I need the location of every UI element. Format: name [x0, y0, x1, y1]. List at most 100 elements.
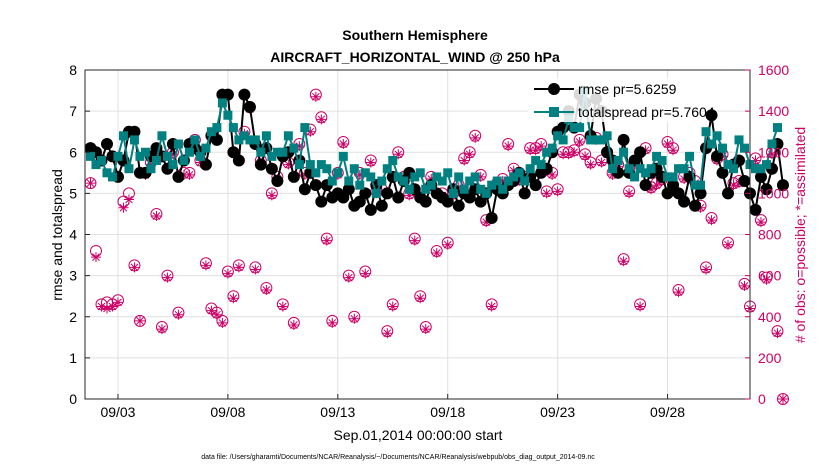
spread-point	[690, 180, 700, 190]
spread-point	[283, 131, 293, 141]
spread-point	[443, 168, 453, 178]
spread-point	[481, 188, 491, 198]
obs-assimilated-point	[772, 328, 783, 339]
legend-spread-marker	[549, 107, 559, 117]
rmse-point	[199, 158, 212, 171]
obs-possible-point	[776, 393, 789, 405]
obs-assimilated-point	[431, 248, 442, 259]
spread-point	[195, 151, 205, 161]
spread-point	[641, 168, 651, 178]
obs-assimilated-point	[173, 309, 184, 320]
x-tick-label: 09/23	[540, 404, 575, 420]
obs-assimilated-point	[261, 285, 272, 296]
obs-assimilated-point	[563, 149, 574, 160]
obs-assimilated-point	[723, 239, 734, 250]
spread-point	[355, 180, 365, 190]
spread-point	[668, 172, 678, 182]
obs-assimilated-point	[777, 394, 788, 404]
obs-assimilated-point	[673, 287, 684, 298]
rmse-point	[309, 179, 322, 192]
obs-assimilated-point	[151, 210, 162, 221]
spread-point	[575, 123, 585, 133]
spread-point	[542, 147, 552, 157]
spread-point	[404, 184, 414, 194]
obs-assimilated-point	[162, 272, 173, 283]
obs-assimilated-point	[250, 264, 261, 275]
obs-assimilated-point	[525, 145, 536, 156]
obs-assimilated-point	[459, 155, 470, 166]
spread-point	[701, 127, 711, 137]
obs-assimilated-point	[486, 301, 497, 312]
rmse-point	[776, 179, 789, 192]
spread-point	[184, 147, 194, 157]
obs-assimilated-point	[662, 139, 673, 150]
spread-point	[761, 160, 771, 170]
spread-point	[261, 131, 271, 141]
y-axis-left-label: rmse and totalspread	[49, 169, 65, 301]
y-right-tick-label: 1200	[758, 144, 789, 160]
spread-point	[393, 172, 403, 182]
spread-point	[107, 172, 117, 182]
obs-assimilated-point	[613, 161, 624, 172]
spread-point	[597, 135, 607, 145]
obs-assimilated-point	[283, 159, 294, 170]
spread-point	[234, 135, 244, 145]
obs-assimilated-point	[530, 145, 541, 156]
obs-assimilated-point	[706, 215, 717, 226]
spread-point	[707, 139, 717, 149]
spread-point	[91, 160, 101, 170]
rmse-point	[738, 175, 751, 188]
spread-point	[250, 135, 260, 145]
spread-point	[448, 188, 458, 198]
y-left-tick-label: 4	[69, 227, 77, 243]
obs-assimilated-point	[750, 155, 761, 166]
spread-point	[415, 168, 425, 178]
spread-point	[437, 176, 447, 186]
obs-assimilated-point	[206, 305, 217, 316]
obs-assimilated-point	[558, 149, 569, 160]
y-left-tick-label: 6	[69, 144, 77, 160]
obs-assimilated-point	[101, 303, 112, 314]
obs-assimilated-point	[470, 132, 481, 143]
spread-point	[558, 135, 568, 145]
obs-assimilated-point	[354, 169, 365, 180]
spread-point	[750, 164, 760, 174]
spread-point	[514, 168, 524, 178]
y-right-tick-label: 1000	[758, 185, 789, 201]
spread-point	[772, 123, 782, 133]
spread-point	[723, 160, 733, 170]
spread-point	[272, 147, 282, 157]
obs-assimilated-point	[393, 149, 404, 160]
rmse-point	[375, 199, 388, 212]
spread-point	[206, 127, 216, 137]
spread-point	[228, 123, 238, 133]
spread-point	[179, 155, 189, 165]
spread-point	[316, 160, 326, 170]
rmse-point	[238, 88, 251, 101]
obs-assimilated-point	[277, 301, 288, 312]
spread-point	[267, 151, 277, 161]
y-left-tick-label: 7	[69, 103, 77, 119]
obs-assimilated-point	[701, 264, 712, 275]
rmse-point	[529, 179, 542, 192]
rmse-point	[243, 101, 256, 114]
spread-point	[547, 143, 557, 153]
obs-assimilated-point	[761, 274, 772, 285]
spread-point	[157, 131, 167, 141]
rmse-point	[254, 158, 267, 171]
spread-point	[201, 143, 211, 153]
chart-title-line2: AIRCRAFT_HORIZONTAL_WIND @ 250 hPa	[270, 49, 560, 65]
spread-point	[630, 172, 640, 182]
obs-assimilated-point	[497, 176, 508, 187]
spread-point	[426, 180, 436, 190]
spread-point	[338, 151, 348, 161]
obs-assimilated-point	[382, 328, 393, 339]
spread-point	[498, 184, 508, 194]
rmse-point	[381, 187, 394, 200]
obs-assimilated-point	[222, 268, 233, 279]
spread-point	[366, 172, 376, 182]
data-file-footnote: data file: /Users/gharamti/Documents/NCA…	[201, 454, 595, 461]
obs-assimilated-point	[123, 194, 134, 205]
spread-point	[646, 164, 656, 174]
